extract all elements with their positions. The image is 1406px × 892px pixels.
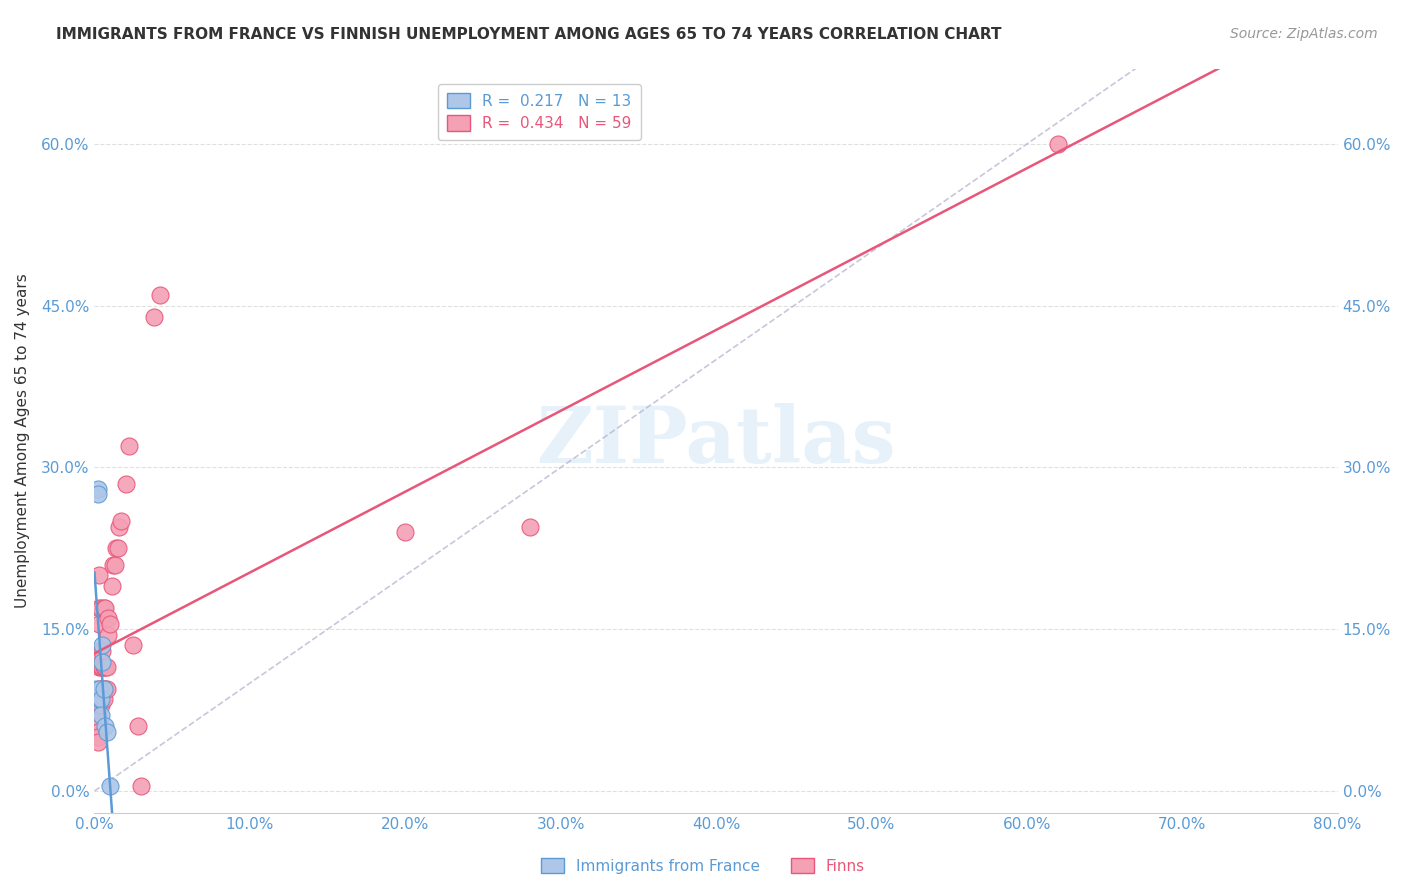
Point	[94, 681, 117, 696]
Legend: R =  0.217   N = 13, R =  0.434   N = 59: R = 0.217 N = 13, R = 0.434 N = 59	[437, 84, 641, 140]
Point	[93, 681, 115, 696]
Point	[84, 708, 107, 723]
Point	[105, 541, 128, 556]
Point	[107, 541, 129, 556]
Point	[90, 692, 112, 706]
Point	[101, 558, 124, 572]
Point	[84, 698, 107, 712]
Point	[86, 730, 108, 744]
Point	[118, 439, 141, 453]
Point	[86, 724, 108, 739]
Point	[89, 600, 111, 615]
Point	[86, 698, 108, 712]
Point	[86, 714, 108, 728]
Point	[114, 476, 136, 491]
Point	[96, 681, 118, 696]
Point	[89, 681, 111, 696]
Text: IMMIGRANTS FROM FRANCE VS FINNISH UNEMPLOYMENT AMONG AGES 65 TO 74 YEARS CORRELA: IMMIGRANTS FROM FRANCE VS FINNISH UNEMPL…	[56, 27, 1001, 42]
Point	[84, 714, 107, 728]
Point	[89, 616, 111, 631]
Point	[142, 310, 165, 324]
Point	[90, 692, 112, 706]
Point	[93, 692, 115, 706]
Point	[90, 660, 112, 674]
Point	[91, 660, 114, 674]
Point	[93, 600, 115, 615]
Point	[96, 724, 118, 739]
Point	[110, 515, 132, 529]
Y-axis label: Unemployment Among Ages 65 to 74 years: Unemployment Among Ages 65 to 74 years	[15, 273, 30, 608]
Text: ZIPatlas: ZIPatlas	[536, 402, 896, 478]
Point	[89, 660, 111, 674]
Point	[90, 681, 112, 696]
Legend: Immigrants from France, Finns: Immigrants from France, Finns	[534, 852, 872, 880]
Point	[94, 660, 117, 674]
Point	[89, 681, 111, 696]
Point	[149, 288, 172, 302]
Point	[91, 644, 114, 658]
Point	[84, 719, 107, 733]
Point	[90, 600, 112, 615]
Point	[86, 708, 108, 723]
Point	[104, 558, 127, 572]
Point	[129, 779, 152, 793]
Point	[91, 692, 114, 706]
Point	[94, 600, 117, 615]
Point	[91, 639, 114, 653]
Point	[93, 681, 115, 696]
Point	[89, 568, 111, 582]
Point	[91, 681, 114, 696]
Point	[89, 644, 111, 658]
Point	[86, 703, 108, 717]
Point	[98, 616, 121, 631]
Point	[93, 660, 115, 674]
Point	[100, 579, 122, 593]
Point	[84, 703, 107, 717]
Point	[91, 655, 114, 669]
Point	[86, 719, 108, 733]
Point	[98, 779, 121, 793]
Point	[90, 708, 112, 723]
Point	[90, 698, 112, 712]
Point	[96, 660, 118, 674]
Point	[97, 627, 120, 641]
Point	[86, 487, 108, 501]
Point	[86, 735, 108, 749]
Point	[89, 692, 111, 706]
Point	[86, 482, 108, 496]
Point	[519, 520, 541, 534]
Point	[1046, 136, 1069, 151]
Point	[127, 719, 149, 733]
Point	[394, 525, 416, 540]
Text: Source: ZipAtlas.com: Source: ZipAtlas.com	[1230, 27, 1378, 41]
Point	[84, 681, 107, 696]
Point	[89, 698, 111, 712]
Point	[108, 520, 131, 534]
Point	[122, 639, 145, 653]
Point	[89, 692, 111, 706]
Point	[94, 719, 117, 733]
Point	[97, 611, 120, 625]
